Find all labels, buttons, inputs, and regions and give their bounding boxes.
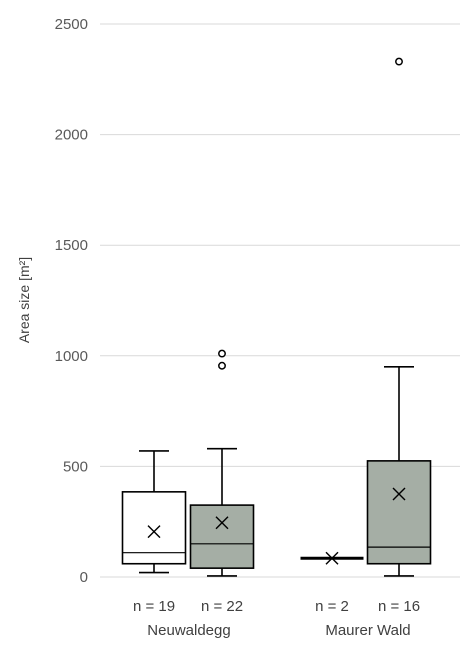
box-4 [366,57,432,577]
y-tick-label: 1000 [55,348,88,365]
gridlines [100,23,460,578]
box-1 [121,450,187,574]
y-tick-label: 500 [63,458,88,475]
n-label: n = 19 [133,598,175,615]
outlier-point [395,57,403,66]
y-tick-label: 2000 [55,127,88,144]
group-label: Maurer Wald [325,622,410,639]
iqr-box [366,460,432,565]
mean-marker [325,551,339,565]
mean-marker [215,516,229,530]
n-label: n = 16 [378,598,420,615]
outlier-point [218,349,226,358]
iqr-box [121,491,187,565]
category-labels: n = 19 n = 22 n = 2 n = 16 Neuwaldegg Maurer … [133,598,420,639]
iqr-box [189,504,255,569]
y-axis-label: Area size [m²] [16,257,32,343]
mean-marker [147,525,161,539]
outlier-point [218,361,226,370]
y-tick-label: 2500 [55,16,88,33]
mean-marker [392,487,406,501]
y-axis: 0 500 1000 1500 2000 2500 [55,16,88,586]
box-2 [189,349,255,577]
n-label: n = 22 [201,598,243,615]
boxes [121,57,432,577]
y-tick-label: 0 [80,569,88,586]
n-label: n = 2 [315,598,349,615]
y-tick-label: 1500 [55,237,88,254]
group-label: Neuwaldegg [147,622,230,639]
box-3 [300,551,364,565]
